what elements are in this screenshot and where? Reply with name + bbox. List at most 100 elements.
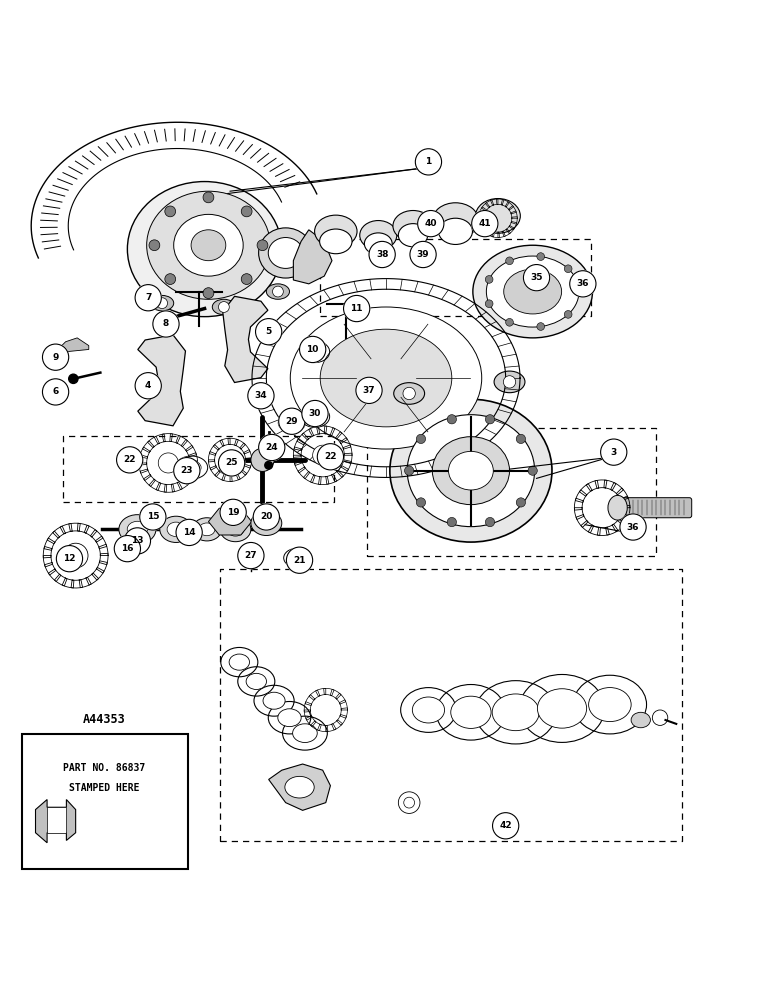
Ellipse shape (486, 256, 579, 327)
Ellipse shape (290, 553, 304, 563)
Ellipse shape (398, 224, 428, 247)
Circle shape (506, 257, 513, 265)
Circle shape (114, 536, 141, 562)
Ellipse shape (251, 511, 282, 536)
Text: 36: 36 (627, 523, 639, 532)
Circle shape (302, 400, 328, 427)
Circle shape (220, 499, 246, 525)
Ellipse shape (246, 673, 266, 689)
Text: 42: 42 (499, 821, 512, 830)
Circle shape (140, 504, 166, 530)
Circle shape (165, 274, 176, 284)
Circle shape (472, 211, 498, 237)
Text: 37: 37 (363, 386, 375, 395)
Circle shape (447, 517, 456, 527)
Circle shape (403, 387, 415, 400)
Circle shape (218, 450, 245, 476)
Circle shape (248, 383, 274, 409)
Circle shape (302, 400, 328, 427)
Circle shape (256, 319, 282, 345)
Circle shape (570, 271, 596, 297)
Circle shape (176, 519, 202, 546)
Text: 4: 4 (145, 381, 151, 390)
Text: 38: 38 (376, 250, 388, 259)
Circle shape (410, 241, 436, 268)
Circle shape (42, 379, 69, 405)
Text: 30: 30 (309, 409, 321, 418)
Circle shape (537, 323, 544, 330)
Ellipse shape (147, 191, 270, 299)
Circle shape (135, 373, 161, 399)
Ellipse shape (174, 214, 243, 276)
Circle shape (259, 434, 285, 461)
Circle shape (256, 319, 282, 345)
Polygon shape (222, 296, 268, 383)
Circle shape (601, 439, 627, 465)
Circle shape (344, 295, 370, 322)
Text: 13: 13 (131, 536, 144, 545)
Polygon shape (62, 338, 89, 352)
Circle shape (42, 344, 69, 370)
Text: 22: 22 (124, 455, 136, 464)
Polygon shape (137, 335, 185, 426)
Circle shape (486, 300, 493, 308)
Circle shape (564, 265, 572, 273)
Text: 7: 7 (145, 293, 151, 302)
Circle shape (447, 415, 456, 424)
Ellipse shape (268, 238, 303, 268)
Ellipse shape (220, 517, 251, 542)
Ellipse shape (151, 295, 174, 311)
Circle shape (575, 288, 583, 295)
Ellipse shape (438, 218, 472, 244)
Text: 10: 10 (306, 345, 319, 354)
Text: 27: 27 (245, 551, 257, 560)
Circle shape (253, 504, 279, 530)
Text: 39: 39 (417, 250, 429, 259)
Ellipse shape (314, 215, 357, 248)
Ellipse shape (472, 245, 592, 338)
Circle shape (218, 450, 245, 476)
Text: 41: 41 (479, 219, 491, 228)
Circle shape (241, 206, 252, 217)
Ellipse shape (494, 371, 525, 393)
Circle shape (117, 447, 143, 473)
Circle shape (279, 408, 305, 434)
Circle shape (486, 415, 495, 424)
Text: 22: 22 (324, 452, 337, 461)
Ellipse shape (320, 329, 452, 427)
Circle shape (416, 434, 425, 444)
Circle shape (174, 458, 200, 484)
Circle shape (135, 373, 161, 399)
Circle shape (620, 514, 646, 540)
Ellipse shape (608, 495, 627, 520)
Text: 19: 19 (227, 508, 239, 517)
Ellipse shape (290, 307, 482, 449)
Circle shape (537, 253, 544, 260)
Ellipse shape (394, 383, 425, 404)
Circle shape (248, 383, 274, 409)
Circle shape (523, 265, 550, 291)
Circle shape (415, 149, 442, 175)
Circle shape (410, 241, 436, 268)
Bar (22, 734, 188, 869)
Circle shape (140, 504, 166, 530)
Text: 6: 6 (52, 387, 59, 396)
Ellipse shape (476, 199, 520, 233)
Circle shape (203, 192, 214, 203)
Text: 25: 25 (225, 458, 238, 467)
Circle shape (176, 519, 202, 546)
Text: 40: 40 (425, 219, 437, 228)
Text: STAMPED HERE: STAMPED HERE (69, 783, 140, 793)
Circle shape (564, 311, 572, 318)
Ellipse shape (263, 692, 285, 709)
Circle shape (493, 813, 519, 839)
Ellipse shape (360, 221, 397, 250)
Text: 20: 20 (260, 512, 273, 521)
Circle shape (523, 265, 550, 291)
Circle shape (160, 313, 172, 326)
Ellipse shape (631, 712, 650, 728)
Ellipse shape (588, 688, 631, 722)
Circle shape (416, 498, 425, 507)
Circle shape (300, 336, 326, 363)
Text: 8: 8 (163, 319, 169, 328)
